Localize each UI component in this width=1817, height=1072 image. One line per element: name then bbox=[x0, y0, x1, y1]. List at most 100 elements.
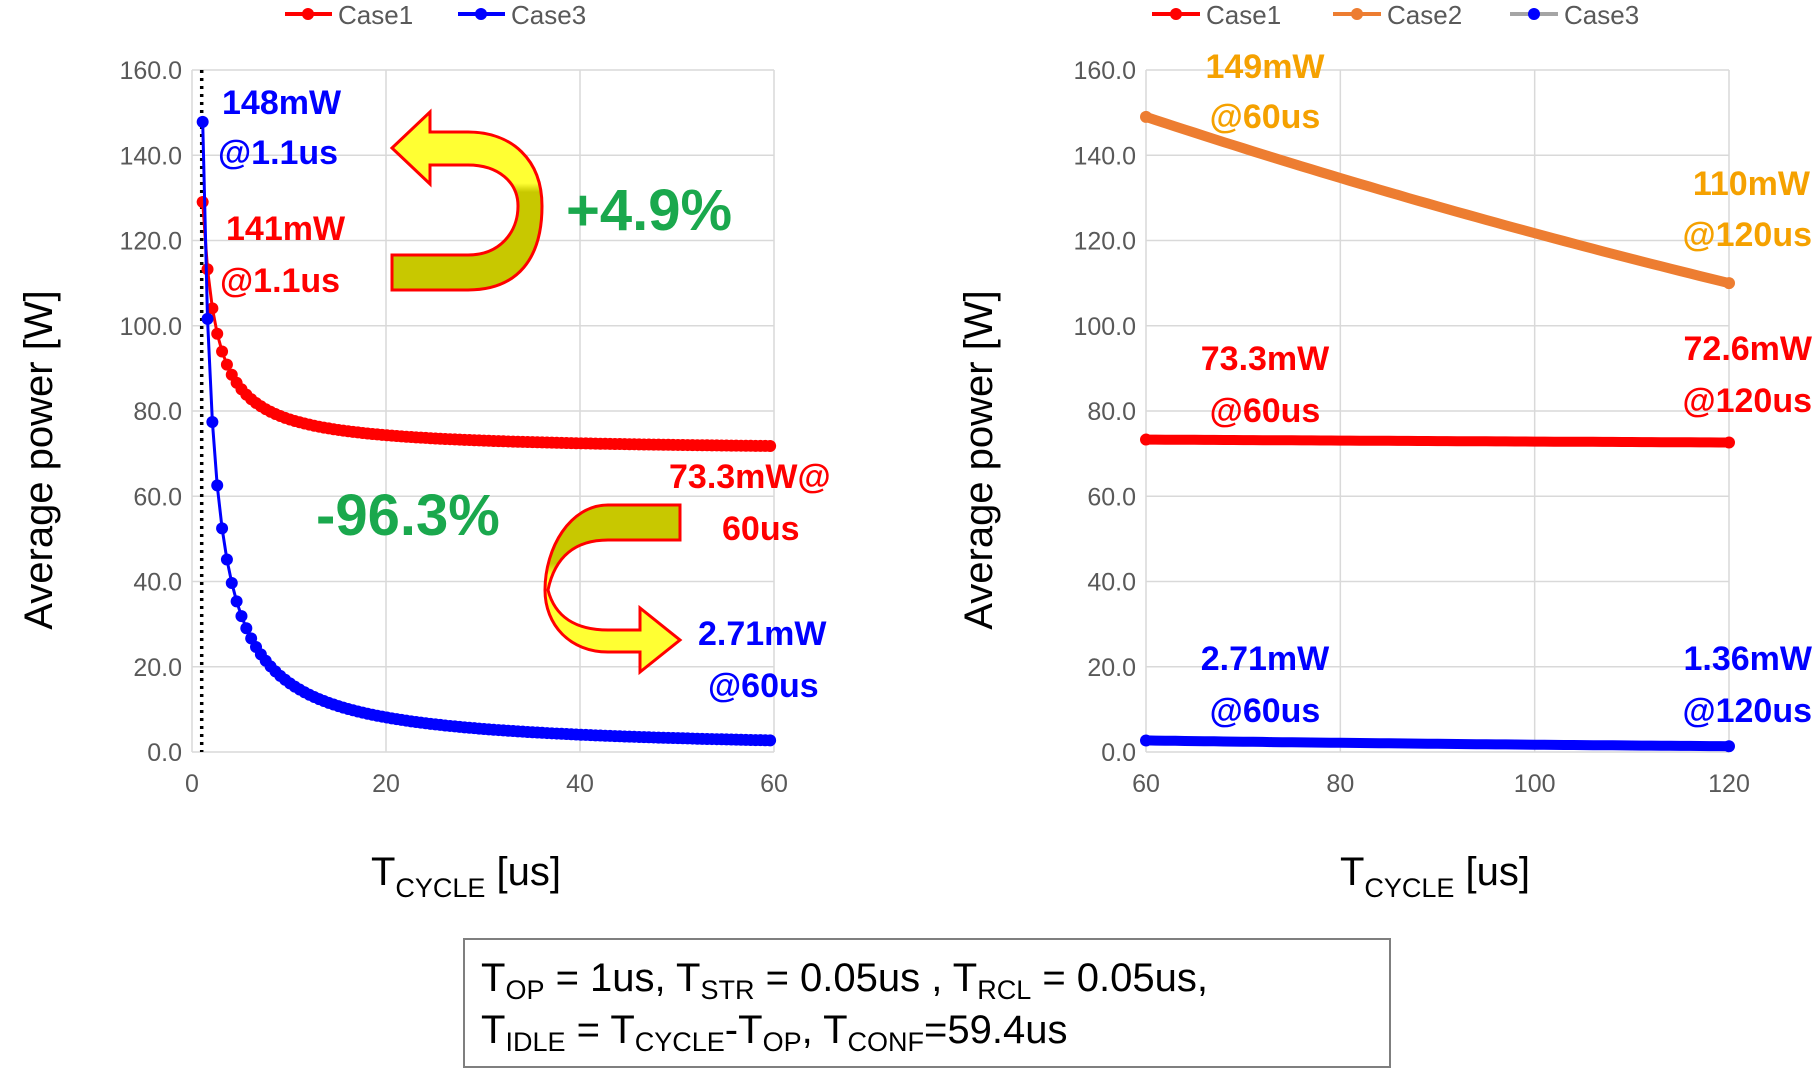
ann-110mw-line1: 110mW bbox=[1693, 165, 1811, 203]
ann-148mw-line1: 148mW bbox=[222, 84, 342, 122]
y-tick-label: 20.0 bbox=[133, 654, 182, 682]
right-x-axis-label: TCYCLE [us] bbox=[1340, 850, 1530, 903]
ann-149mw-line1: 149mW bbox=[1205, 48, 1325, 86]
p1-s3: RCL bbox=[977, 975, 1032, 1005]
y-tick-label: 20.0 bbox=[1087, 654, 1136, 682]
p1-t1: T bbox=[481, 956, 506, 1000]
p2-s1: IDLE bbox=[505, 1027, 566, 1057]
ann-73-3mw-line2: 60us bbox=[722, 510, 800, 548]
ann-r-2-71mw-line2: @60us bbox=[1210, 692, 1321, 730]
p2-s2: CYCLE bbox=[634, 1027, 725, 1057]
y-tick-label: 100.0 bbox=[119, 313, 182, 341]
p2-t1: T bbox=[481, 1008, 506, 1052]
y-tick-label: 100.0 bbox=[1073, 313, 1136, 341]
left-case1-point bbox=[216, 345, 229, 358]
y-tick-label: 120.0 bbox=[119, 228, 182, 256]
left-x-axis-label: TCYCLE [us] bbox=[371, 850, 561, 903]
ann-110mw-line2: @120us bbox=[1682, 216, 1812, 254]
left-x-axis-label-sub: CYCLE bbox=[395, 873, 485, 903]
p2-s4: CONF bbox=[847, 1027, 925, 1057]
x-tick-label: 40 bbox=[566, 770, 594, 798]
p2-s3: OP bbox=[762, 1027, 802, 1057]
right-case1-start-point bbox=[1140, 433, 1152, 446]
p1-r2: = 0.05us , T bbox=[754, 956, 978, 1000]
right-case2-end-point bbox=[1723, 277, 1735, 290]
ann-72-6mw-line2: @120us bbox=[1682, 382, 1812, 420]
left-case3-point bbox=[216, 522, 229, 535]
y-tick-label: 80.0 bbox=[133, 398, 182, 426]
ann-73-3mw-line1: 73.3mW@ bbox=[669, 458, 831, 496]
y-tick-label: 160.0 bbox=[1073, 57, 1136, 85]
legend-case1-label: Case1 bbox=[338, 0, 413, 30]
p1-r3: = 0.05us, bbox=[1031, 956, 1209, 1000]
right-chart: 0.020.040.060.080.0100.0120.0140.0160.0 … bbox=[957, 0, 1813, 903]
left-case3-point bbox=[211, 479, 224, 492]
left-case3-point bbox=[230, 595, 243, 608]
legend-case3-label: Case3 bbox=[511, 0, 586, 30]
down-percent-label: -96.3% bbox=[316, 483, 500, 548]
y-tick-label: 120.0 bbox=[1073, 228, 1136, 256]
x-tick-label: 100 bbox=[1514, 770, 1556, 798]
up-curved-arrow bbox=[389, 108, 544, 292]
ann-2-71mw-line2: @60us bbox=[708, 667, 819, 705]
left-case3-point bbox=[196, 115, 209, 128]
left-case3-point bbox=[240, 622, 253, 635]
left-y-axis-label: Average power [W] bbox=[17, 290, 61, 629]
p2-r1: = T bbox=[565, 1008, 635, 1052]
left-case3-point bbox=[764, 734, 777, 747]
right-x-axis-label-sub: CYCLE bbox=[1364, 873, 1454, 903]
legend-r-case2-label: Case2 bbox=[1387, 0, 1462, 30]
left-case3-point bbox=[235, 610, 248, 623]
ann-1-36mw-line1: 1.36mW bbox=[1684, 640, 1813, 678]
down-curved-arrow bbox=[543, 503, 683, 676]
legend-r-case1-marker bbox=[1170, 8, 1182, 20]
ann-148mw-line2: @1.1us bbox=[218, 134, 338, 172]
legend-r-case1-label: Case1 bbox=[1206, 0, 1281, 30]
parameter-box: TOP = 1us, TSTR = 0.05us , TRCL = 0.05us… bbox=[463, 938, 1391, 1068]
y-tick-label: 0.0 bbox=[147, 739, 182, 767]
ann-2-71mw-line1: 2.71mW bbox=[698, 615, 827, 653]
y-tick-label: 80.0 bbox=[1087, 398, 1136, 426]
y-tick-label: 60.0 bbox=[1087, 483, 1136, 511]
right-x-ticks: 60 80 100 120 bbox=[1132, 770, 1750, 798]
y-tick-label: 40.0 bbox=[133, 569, 182, 597]
right-x-axis-label-unit: [us] bbox=[1454, 850, 1530, 894]
x-tick-label: 0 bbox=[185, 770, 199, 798]
y-tick-label: 60.0 bbox=[133, 483, 182, 511]
x-tick-label: 20 bbox=[372, 770, 400, 798]
left-case1-point bbox=[211, 327, 224, 340]
right-case2-line bbox=[1141, 111, 1734, 289]
left-case1-point bbox=[764, 439, 777, 452]
left-case1-point bbox=[196, 195, 209, 208]
ann-141mw-line2: @1.1us bbox=[220, 262, 340, 300]
left-case1-point bbox=[220, 358, 233, 371]
y-tick-label: 0.0 bbox=[1101, 739, 1136, 767]
legend-r-case2-marker bbox=[1351, 8, 1363, 20]
left-case3-point bbox=[206, 415, 219, 428]
p2-r4: =59.4us bbox=[924, 1008, 1068, 1052]
right-case3-end-point bbox=[1723, 740, 1735, 753]
ann-141mw-line1: 141mW bbox=[226, 210, 346, 248]
p2-r2: -T bbox=[724, 1008, 763, 1052]
right-gridlines bbox=[1145, 69, 1730, 753]
right-y-ticks: 0.0 20.0 40.0 60.0 80.0 100.0 120.0 140.0 160.0 bbox=[1073, 57, 1136, 767]
legend-case3-marker bbox=[475, 8, 487, 20]
left-gridlines bbox=[191, 69, 775, 753]
ann-1-36mw-line2: @120us bbox=[1682, 692, 1812, 730]
left-x-ticks: 0 20 40 60 bbox=[185, 770, 788, 798]
ann-72-6mw-line1: 72.6mW bbox=[1684, 330, 1813, 368]
right-x-axis-label-main: T bbox=[1340, 850, 1364, 894]
right-case1-end-point bbox=[1723, 436, 1735, 449]
y-tick-label: 140.0 bbox=[1073, 142, 1136, 170]
x-tick-label: 80 bbox=[1326, 770, 1354, 798]
p1-s2: STR bbox=[700, 975, 755, 1005]
p2-r3: , T bbox=[801, 1008, 848, 1052]
left-chart: 0.020.040.060.080.0100.0120.0140.0160.0 … bbox=[17, 0, 831, 903]
right-case3-start-point bbox=[1140, 734, 1152, 747]
right-case3-line bbox=[1141, 735, 1734, 752]
y-tick-label: 40.0 bbox=[1087, 569, 1136, 597]
left-legend: Case1 Case3 bbox=[285, 0, 586, 30]
y-tick-label: 160.0 bbox=[119, 57, 182, 85]
right-legend: Case1 Case2 Case3 bbox=[1152, 0, 1639, 30]
